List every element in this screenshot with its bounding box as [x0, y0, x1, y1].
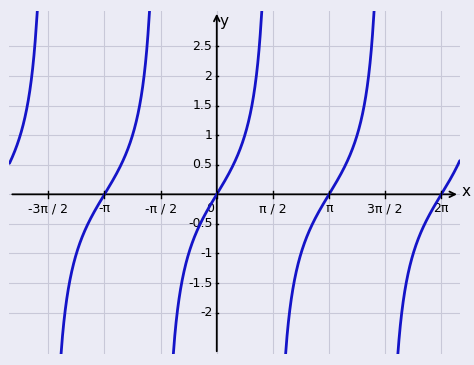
- Text: 2.5: 2.5: [192, 40, 212, 53]
- Text: -π / 2: -π / 2: [145, 202, 177, 215]
- Text: 2π: 2π: [434, 202, 449, 215]
- Text: x: x: [462, 184, 471, 199]
- Text: -2: -2: [200, 306, 212, 319]
- Text: 1.5: 1.5: [192, 99, 212, 112]
- Text: 2: 2: [205, 69, 212, 82]
- Text: π: π: [325, 202, 333, 215]
- Text: y: y: [219, 14, 228, 29]
- Text: -1.5: -1.5: [188, 277, 212, 289]
- Text: -π: -π: [99, 202, 110, 215]
- Text: 0: 0: [206, 202, 214, 215]
- Text: 0.5: 0.5: [192, 158, 212, 171]
- Text: -0.5: -0.5: [188, 218, 212, 230]
- Text: π / 2: π / 2: [259, 202, 287, 215]
- Text: 3π / 2: 3π / 2: [367, 202, 403, 215]
- Text: -1: -1: [200, 247, 212, 260]
- Text: -3π / 2: -3π / 2: [28, 202, 68, 215]
- Text: 1: 1: [205, 129, 212, 142]
